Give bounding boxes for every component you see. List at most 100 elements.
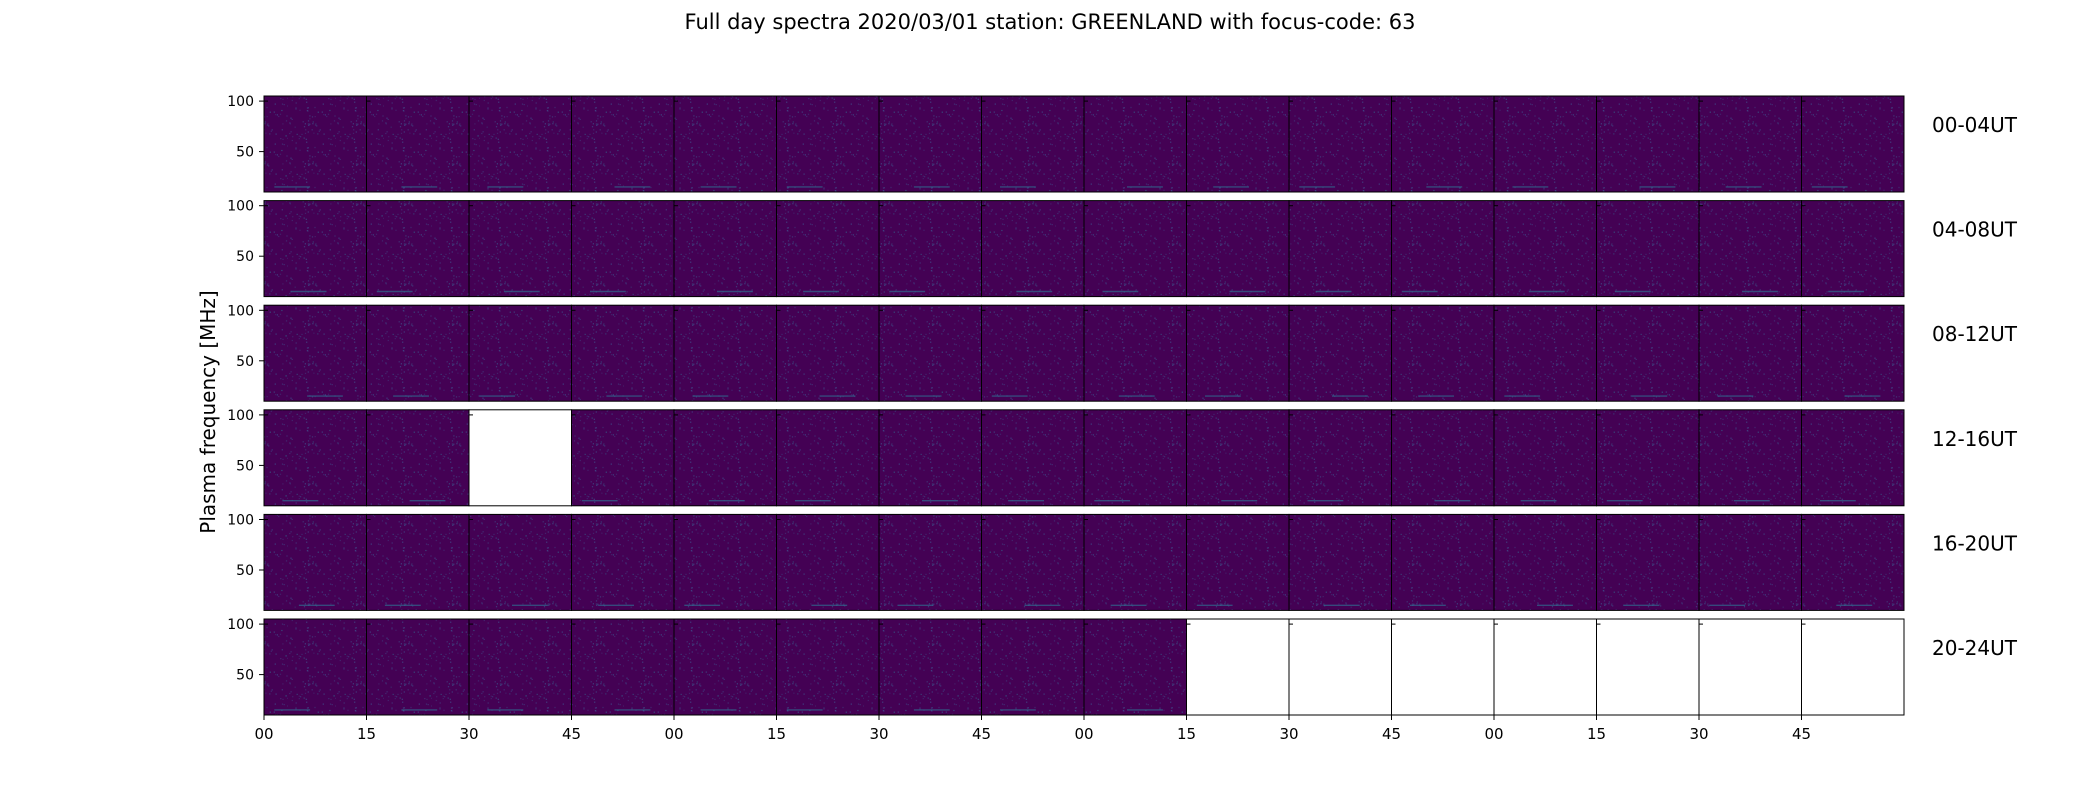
spectrogram-panel	[981, 618, 1085, 716]
empty-panel	[1698, 618, 1802, 716]
panel-background	[776, 514, 879, 611]
panel-background	[1801, 409, 1904, 506]
spectrogram-panel	[1698, 200, 1802, 298]
spectrogram-panel	[1596, 95, 1700, 193]
spectrogram-panel	[468, 95, 572, 193]
x-tick-label: 45	[972, 725, 991, 743]
spectrogram-panel	[1186, 200, 1290, 298]
spectrogram-panel	[673, 200, 777, 298]
spectrogram-panel	[673, 304, 777, 402]
spectrogram-panel	[1801, 513, 1905, 611]
panel-background	[1596, 514, 1699, 611]
y-tick-label: 100	[227, 408, 254, 424]
panel-background	[571, 409, 674, 506]
spectra-row-20-24ut: 100 50 20-24UT	[227, 617, 2018, 716]
spectrogram-panel	[1801, 409, 1905, 507]
panel-frame	[1801, 409, 1905, 507]
panel-frame	[1801, 200, 1905, 298]
spectrogram-panel	[263, 409, 367, 507]
y-tick-label: 50	[236, 249, 254, 265]
row-time-label: 16-20UT	[1932, 531, 2018, 555]
spectrogram-panel	[1083, 95, 1187, 193]
panel-background	[469, 96, 572, 192]
x-tick-label: 00	[664, 725, 683, 743]
spectrogram-panel	[1596, 409, 1700, 507]
spectrogram-panel	[673, 409, 777, 507]
spectrogram-panel	[1698, 409, 1802, 507]
panel-background	[776, 619, 879, 715]
spectrogram-panel	[1288, 200, 1392, 298]
panel-background	[1596, 619, 1699, 715]
empty-panel	[468, 409, 572, 507]
panel-background	[1084, 305, 1187, 402]
panel-background	[469, 305, 572, 402]
spectrogram-panel	[366, 409, 470, 507]
panel-background	[469, 619, 572, 715]
panel-background	[366, 96, 469, 192]
spectrogram-panel	[1801, 200, 1905, 298]
panel-background	[674, 514, 777, 611]
panel-background	[264, 96, 367, 192]
panel-background	[879, 514, 982, 611]
empty-panel	[1186, 618, 1290, 716]
spectrogram-panel	[981, 200, 1085, 298]
panel-background	[1289, 514, 1392, 611]
row-time-label: 00-04UT	[1932, 113, 2018, 137]
spectrogram-panel	[776, 200, 880, 298]
spectrogram-panel	[263, 304, 367, 402]
panel-background	[776, 409, 879, 506]
spectrogram-panel	[1493, 304, 1597, 402]
panel-background	[366, 514, 469, 611]
spectrogram-panel	[468, 304, 572, 402]
panel-background	[981, 305, 1084, 402]
spectrogram-panel	[263, 200, 367, 298]
empty-panel	[1391, 618, 1495, 716]
panel-background	[1699, 514, 1802, 611]
spectrogram-panel	[1083, 618, 1187, 716]
spectrogram-panel	[673, 513, 777, 611]
panel-background	[1801, 200, 1904, 297]
panel-background	[1801, 96, 1904, 192]
spectra-row-08-12ut: 100 50 08-12UT	[227, 303, 2018, 402]
panel-background	[879, 200, 982, 297]
x-tick-label: 00	[1484, 725, 1503, 743]
panel-background	[264, 619, 367, 715]
spectrogram-panel	[571, 513, 675, 611]
y-tick-label: 100	[227, 303, 254, 319]
spectrogram-panel	[366, 200, 470, 298]
spectrogram-panel	[468, 513, 572, 611]
row-time-label: 08-12UT	[1932, 322, 2018, 346]
row-time-label: 20-24UT	[1932, 636, 2018, 660]
panel-background	[1289, 409, 1392, 506]
spectrogram-panel	[878, 200, 982, 298]
spectrogram-panel	[1493, 409, 1597, 507]
panel-background	[981, 409, 1084, 506]
spectrogram-panel	[263, 618, 367, 716]
panel-background	[1699, 619, 1802, 715]
y-tick-label: 50	[236, 354, 254, 370]
panel-background	[879, 305, 982, 402]
spectrogram-panel	[1186, 513, 1290, 611]
x-tick-label: 30	[459, 725, 478, 743]
panel-background	[1084, 409, 1187, 506]
panel-background	[264, 200, 367, 297]
x-tick-label: 00	[254, 725, 273, 743]
spectrogram-panel	[263, 513, 367, 611]
panel-background	[776, 200, 879, 297]
x-tick-label: 30	[869, 725, 888, 743]
panel-background	[1391, 514, 1494, 611]
spectrogram-panel	[571, 304, 675, 402]
spectra-row-16-20ut: 100 50 16-20UT	[227, 513, 2018, 611]
spectrogram-panel	[1186, 95, 1290, 193]
panel-background	[1289, 305, 1392, 402]
panel-frame	[1801, 304, 1905, 402]
spectrogram-panel	[1083, 304, 1187, 402]
panel-background	[1699, 305, 1802, 402]
spectrogram-panel	[878, 95, 982, 193]
x-tick-label: 45	[562, 725, 581, 743]
panel-background	[1186, 200, 1289, 297]
panel-background	[1596, 96, 1699, 192]
spectrogram-panel	[981, 513, 1085, 611]
panel-background	[981, 514, 1084, 611]
panel-frame	[1801, 95, 1905, 193]
